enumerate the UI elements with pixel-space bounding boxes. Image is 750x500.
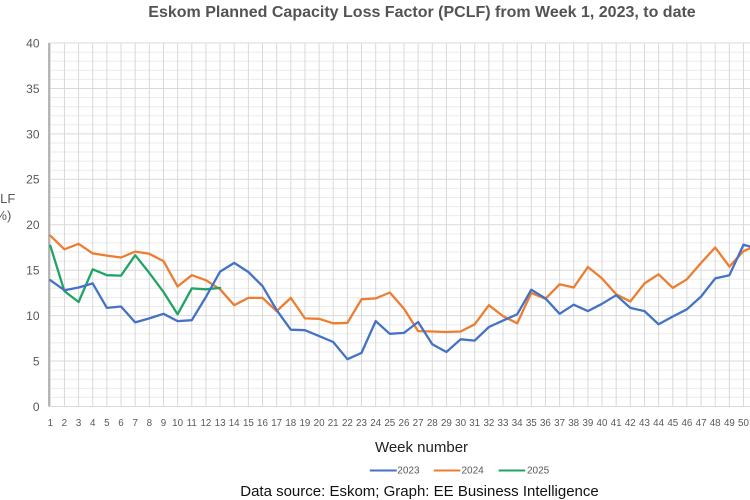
svg-text:13: 13 — [215, 418, 226, 429]
svg-text:2023: 2023 — [397, 466, 420, 477]
svg-text:4: 4 — [90, 418, 96, 429]
svg-text:18: 18 — [285, 418, 296, 429]
svg-text:2: 2 — [62, 418, 67, 429]
svg-text:33: 33 — [498, 418, 509, 429]
svg-text:31: 31 — [469, 418, 480, 429]
svg-text:22: 22 — [342, 418, 353, 429]
svg-text:49: 49 — [724, 418, 735, 429]
svg-text:10: 10 — [172, 418, 183, 429]
svg-text:29: 29 — [441, 418, 452, 429]
svg-text:5: 5 — [104, 418, 110, 429]
svg-text:35: 35 — [526, 418, 537, 429]
svg-text:46: 46 — [681, 418, 692, 429]
svg-text:2025: 2025 — [527, 466, 550, 477]
svg-text:28: 28 — [427, 418, 438, 429]
svg-text:26: 26 — [399, 418, 410, 429]
svg-text:47: 47 — [696, 418, 707, 429]
svg-text:25: 25 — [384, 418, 395, 429]
svg-text:19: 19 — [299, 418, 310, 429]
svg-text:48: 48 — [710, 418, 721, 429]
svg-text:0: 0 — [33, 400, 40, 414]
svg-text:30: 30 — [455, 418, 466, 429]
svg-text:24: 24 — [370, 418, 381, 429]
svg-text:14: 14 — [229, 418, 240, 429]
svg-text:32: 32 — [483, 418, 494, 429]
svg-text:34: 34 — [512, 418, 523, 429]
svg-text:25: 25 — [26, 173, 40, 187]
svg-text:40: 40 — [597, 418, 608, 429]
svg-text:10: 10 — [26, 309, 40, 323]
svg-text:20: 20 — [314, 418, 325, 429]
svg-text:30: 30 — [26, 127, 40, 141]
svg-text:37: 37 — [554, 418, 565, 429]
svg-text:6: 6 — [118, 418, 124, 429]
svg-text:16: 16 — [257, 418, 268, 429]
svg-text:5: 5 — [33, 355, 40, 369]
svg-text:36: 36 — [540, 418, 551, 429]
svg-text:45: 45 — [667, 418, 678, 429]
svg-text:7: 7 — [132, 418, 137, 429]
svg-text:50: 50 — [738, 418, 749, 429]
svg-text:8: 8 — [147, 418, 153, 429]
svg-text:23: 23 — [356, 418, 367, 429]
svg-text:39: 39 — [582, 418, 593, 429]
svg-text:40: 40 — [26, 36, 40, 50]
svg-text:11: 11 — [187, 418, 197, 429]
svg-text:(%): (%) — [0, 208, 11, 223]
svg-text:PCLF: PCLF — [0, 191, 15, 206]
svg-text:1: 1 — [48, 418, 53, 429]
svg-text:38: 38 — [568, 418, 579, 429]
svg-text:35: 35 — [26, 82, 40, 96]
svg-text:2024: 2024 — [462, 466, 485, 477]
svg-text:20: 20 — [26, 218, 40, 232]
svg-text:17: 17 — [271, 418, 282, 429]
svg-text:41: 41 — [611, 418, 622, 429]
svg-text:15: 15 — [26, 264, 40, 278]
svg-text:44: 44 — [653, 418, 664, 429]
svg-text:15: 15 — [243, 418, 254, 429]
svg-text:9: 9 — [161, 418, 166, 429]
svg-text:43: 43 — [639, 418, 650, 429]
svg-text:21: 21 — [328, 418, 339, 429]
svg-text:3: 3 — [76, 418, 82, 429]
svg-text:12: 12 — [200, 418, 211, 429]
svg-text:42: 42 — [625, 418, 636, 429]
svg-text:27: 27 — [413, 418, 424, 429]
